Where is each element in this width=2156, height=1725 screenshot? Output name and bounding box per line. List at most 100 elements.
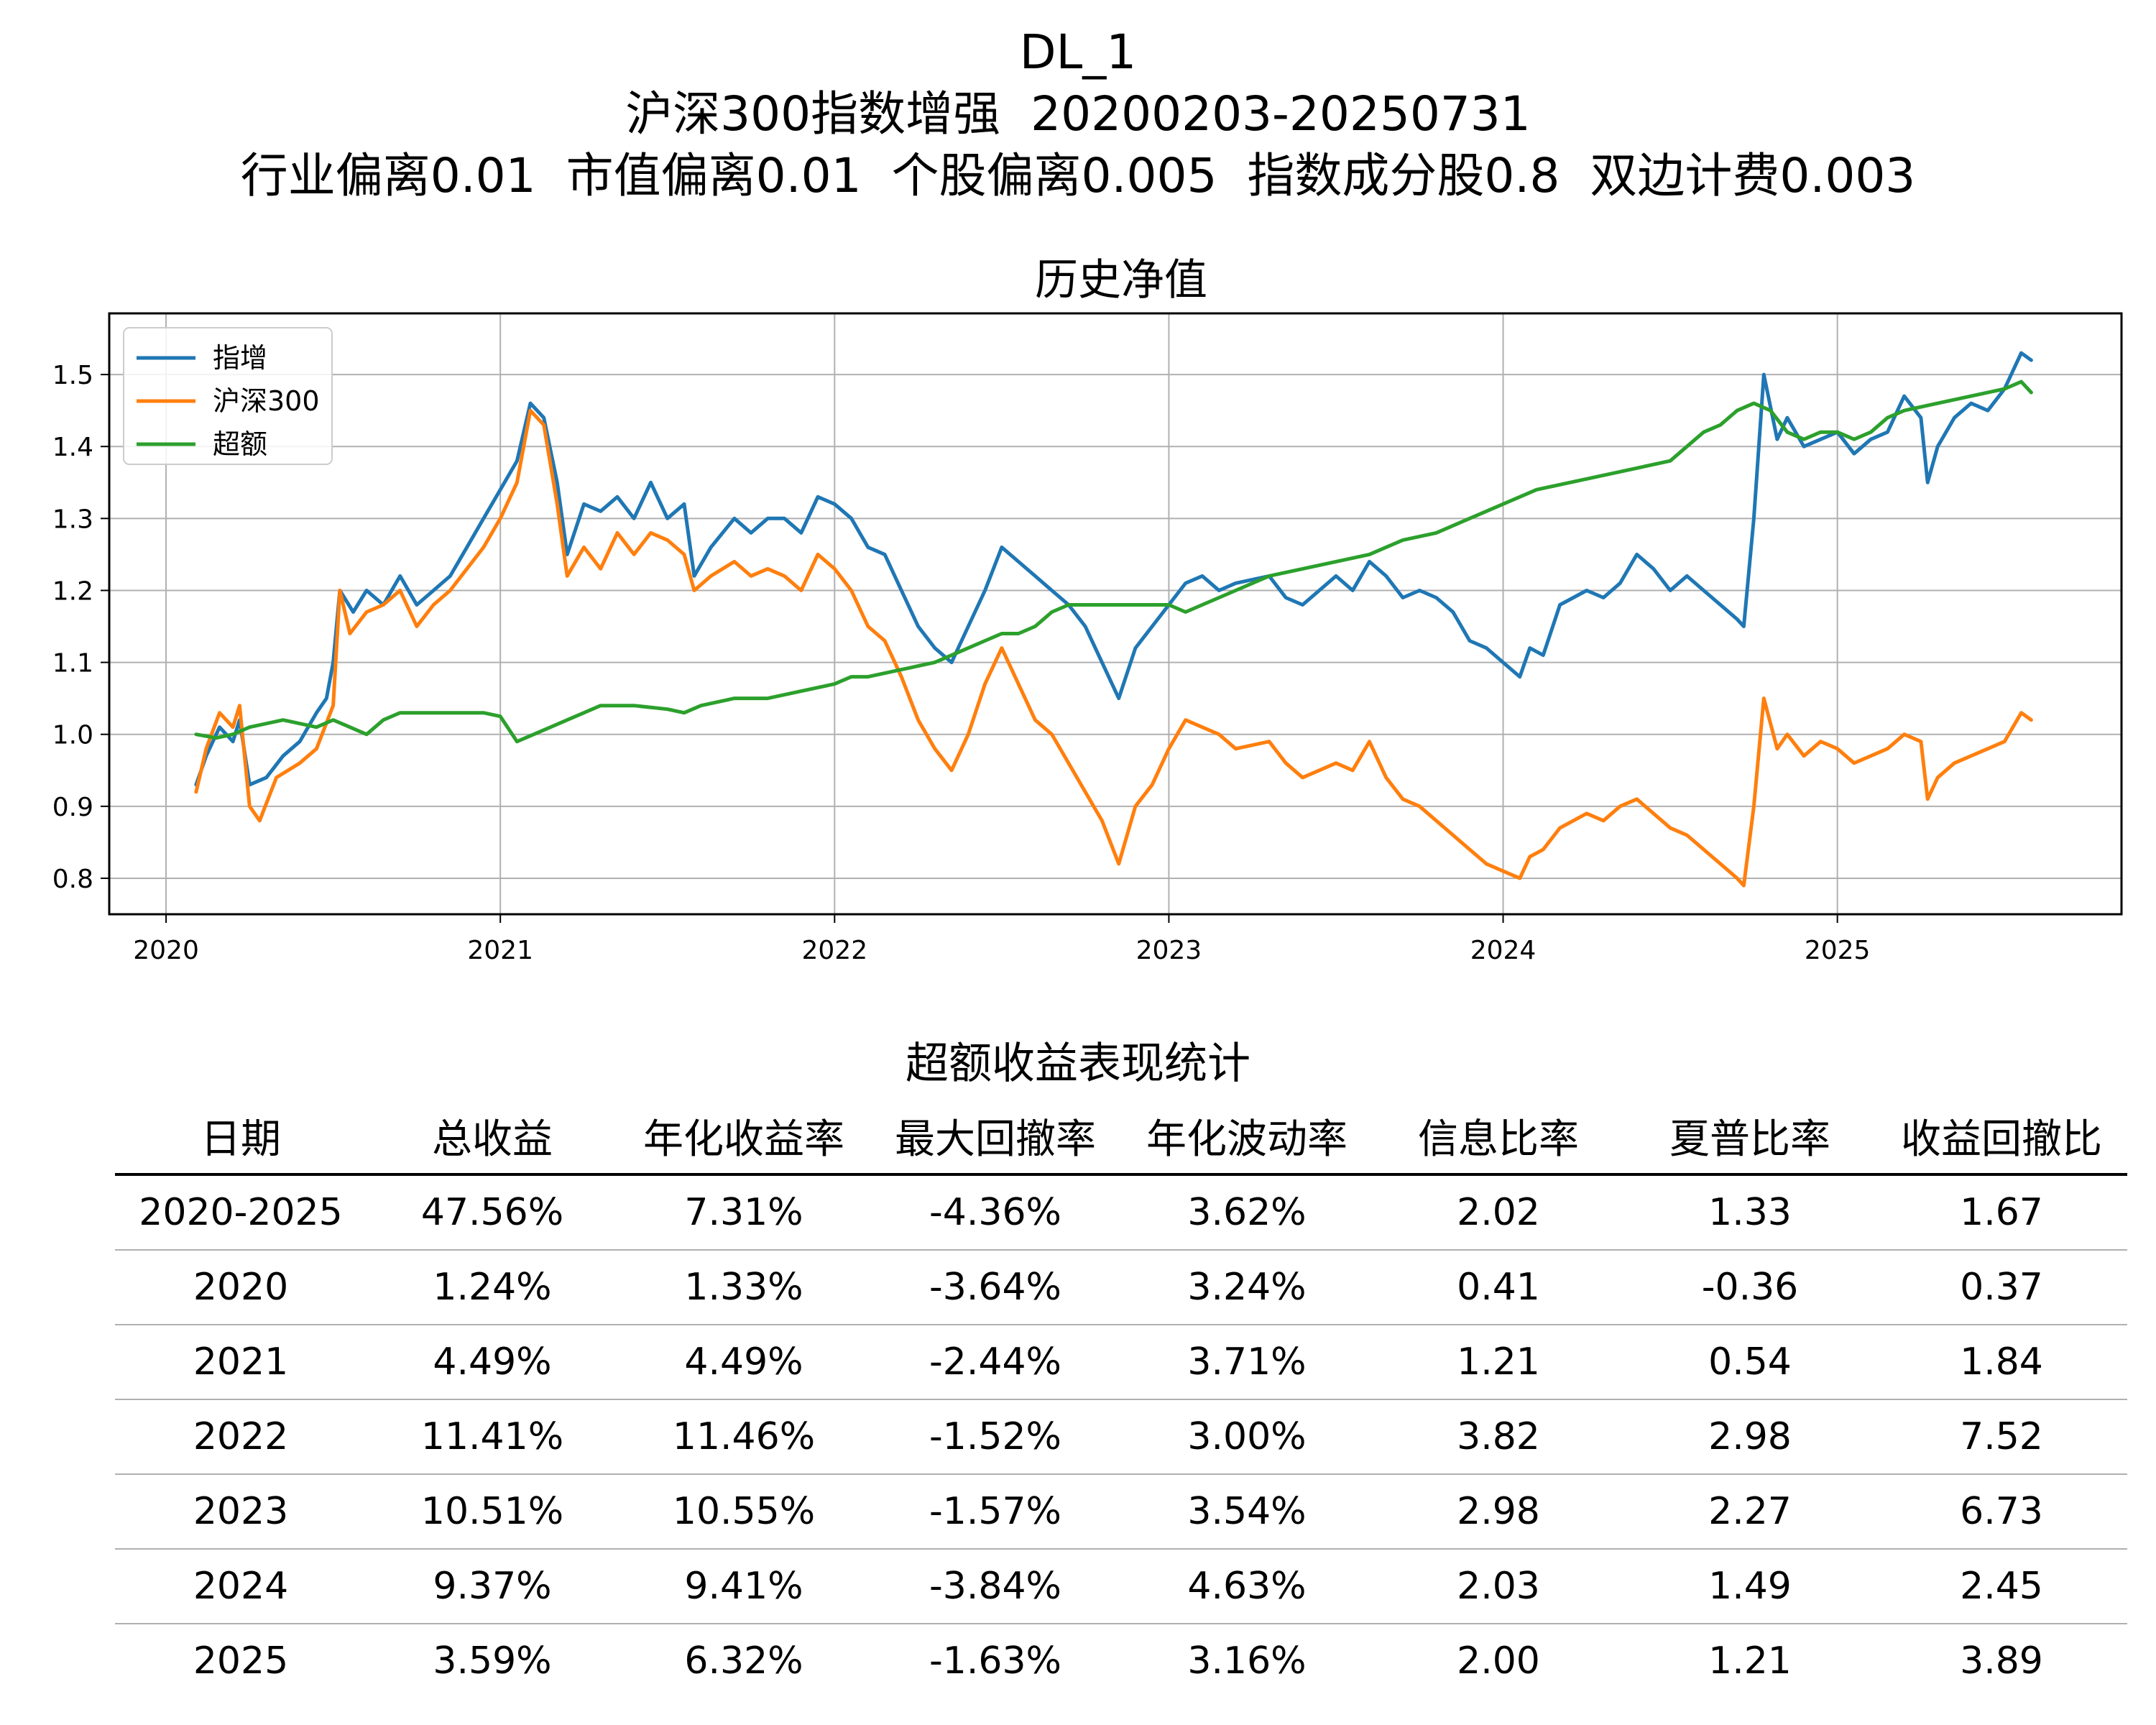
table-cell: 2021	[115, 1325, 367, 1400]
table-row: 2025 3.59% 6.32% -1.63% 3.16% 2.00 1.21 3.89	[115, 1624, 2127, 1698]
x-tick-label: 2025	[1805, 936, 1871, 965]
table-cell: 1.24%	[367, 1250, 618, 1325]
table-cell: -0.36	[1624, 1250, 1876, 1325]
table-row: 2020-2025 47.56% 7.31% -4.36% 3.62% 2.02 1.33 1…	[115, 1174, 2127, 1251]
table-cell: 1.21	[1708, 1639, 1792, 1683]
table-cell: 6.73	[1876, 1474, 2127, 1550]
figure-subtitle: 沪深300指数增强 20200203-20250731	[625, 86, 1531, 142]
x-tick-label: 2021	[467, 936, 533, 965]
table-row: 2023 10.51% 10.55% -1.57% 3.54% 2.98 2.27 6.73	[115, 1474, 2127, 1550]
table-cell: 1.33%	[618, 1250, 870, 1325]
table-cell: 3.16%	[1187, 1639, 1307, 1683]
table-cell: 3.54%	[1121, 1474, 1373, 1550]
table-cell: 9.37%	[367, 1549, 618, 1624]
figure-title-block: DL_1 沪深300指数增强 20200203-20250731 行业偏离0.0…	[0, 22, 2156, 207]
y-tick-label: 1.3	[52, 505, 93, 534]
table-row: 2021 4.49% 4.49% -2.44% 3.71% 1.21 0.54 1.84	[115, 1325, 2127, 1400]
table-cell: 4.49%	[367, 1325, 618, 1400]
table-cell: 2022	[115, 1399, 367, 1475]
table-cell: -1.57%	[870, 1474, 1121, 1550]
table-cell: 2020	[115, 1250, 367, 1325]
table-cell: 3.59%	[433, 1639, 552, 1683]
table-cell: 3.62%	[1121, 1174, 1373, 1251]
table-cell: 2.27	[1624, 1474, 1876, 1550]
stats-header-cell: 日期	[115, 1098, 367, 1176]
y-tick-label: 0.9	[52, 793, 93, 822]
table-cell: 1.67	[1876, 1174, 2127, 1251]
stats-header-cell: 信息比率	[1373, 1098, 1624, 1176]
plot-frame	[108, 312, 2123, 916]
stats-header-cell: 最大回撤率	[870, 1098, 1121, 1176]
table-cell: 4.63%	[1121, 1549, 1373, 1624]
table-cell: 2.98	[1373, 1474, 1624, 1550]
table-cell: 1.49	[1624, 1549, 1876, 1624]
nav-line-chart: 历史净值 2020 2021 2022 2023 2024 2025 0.8 0.9 1.0 1…	[52, 255, 2123, 965]
table-cell: -2.44%	[870, 1325, 1121, 1400]
table-cell: 3.71%	[1121, 1325, 1373, 1400]
table-cell: -1.52%	[870, 1399, 1121, 1475]
table-cell: 6.32%	[684, 1639, 803, 1683]
chart-title: 历史净值	[1035, 255, 1207, 305]
legend-box	[123, 327, 333, 465]
table-cell: 2024	[115, 1549, 367, 1624]
series-line-0	[194, 351, 2033, 787]
table-cell: 1.21	[1373, 1325, 1624, 1400]
y-tick-label: 1.4	[52, 433, 93, 462]
x-tick-label: 2023	[1136, 936, 1202, 965]
table-cell: 0.41	[1373, 1250, 1624, 1325]
table-cell: 2.00	[1457, 1639, 1540, 1683]
figure-params: 行业偏离0.01 市值偏离0.01 个股偏离0.005 指数成分股0.8 双边计…	[240, 148, 1916, 203]
chart-grid	[109, 313, 2122, 914]
table-cell: 11.41%	[367, 1399, 618, 1475]
table-cell: 7.31%	[618, 1174, 870, 1251]
chart-series	[194, 351, 2033, 888]
table-cell: 4.49%	[618, 1325, 870, 1400]
table-cell: 10.51%	[367, 1474, 618, 1550]
table-cell: 2.03	[1373, 1549, 1624, 1624]
table-cell: -1.63%	[929, 1639, 1061, 1683]
x-tick-label: 2024	[1470, 936, 1537, 965]
x-tick-label: 2022	[801, 936, 867, 965]
table-cell: 1.84	[1876, 1325, 2127, 1400]
table-cell: 47.56%	[367, 1174, 618, 1251]
table-cell: 3.24%	[1121, 1250, 1373, 1325]
legend-label: 沪深300	[213, 385, 320, 417]
table-row: 2022 11.41% 11.46% -1.52% 3.00% 3.82 2.98 7.52	[115, 1399, 2127, 1475]
y-tick-label: 0.8	[52, 865, 93, 894]
stats-header-cell: 总收益	[367, 1098, 618, 1176]
table-cell: 2023	[115, 1474, 367, 1550]
table-cell: -4.36%	[870, 1174, 1121, 1251]
table-cell: 2.45	[1876, 1549, 2127, 1624]
stats-header-row: 日期 总收益 年化收益率 最大回撤率 年化波动率 信息比率 夏普比率 收益回撤比	[115, 1098, 2127, 1176]
table-cell: 3.00%	[1121, 1399, 1373, 1475]
x-tick-label: 2020	[133, 936, 199, 965]
table-row: 2020 1.24% 1.33% -3.64% 3.24% 0.41 -0.36 0.37	[115, 1250, 2127, 1325]
y-tick-label: 1.1	[52, 649, 93, 678]
y-tick-label: 1.5	[52, 361, 93, 390]
table-cell: -3.84%	[870, 1549, 1121, 1624]
series-line-1	[194, 408, 2033, 888]
stats-table: 日期 总收益 年化收益率 最大回撤率 年化波动率 信息比率 夏普比率 收益回撤比 2020-2…	[115, 1098, 2127, 1698]
series-line-2	[194, 380, 2033, 744]
table-cell: 2025	[193, 1639, 289, 1683]
table-cell: -3.64%	[870, 1250, 1121, 1325]
table-cell: 3.82	[1373, 1399, 1624, 1475]
y-axis: 0.8 0.9 1.0 1.1 1.2 1.3 1.4 1.5	[52, 361, 109, 894]
table-cell: 0.37	[1876, 1250, 2127, 1325]
x-axis: 2020 2021 2022 2023 2024 2025	[133, 914, 1870, 965]
table-cell: 7.52	[1876, 1399, 2127, 1475]
stats-header-cell: 年化收益率	[618, 1098, 870, 1176]
table-cell: 3.89	[1960, 1639, 2043, 1683]
table-cell: 11.46%	[618, 1399, 870, 1475]
stats-title: 超额收益表现统计	[906, 1039, 1250, 1089]
table-cell: 2020-2025	[115, 1174, 367, 1251]
table-cell: 9.41%	[618, 1549, 870, 1624]
table-cell: 2.98	[1624, 1399, 1876, 1475]
y-tick-label: 1.0	[52, 721, 93, 750]
stats-header-cell: 收益回撤比	[1876, 1098, 2127, 1176]
legend-label: 指增	[213, 342, 267, 374]
table-cell: 2.02	[1373, 1174, 1624, 1251]
stats-header-cell: 年化波动率	[1121, 1098, 1373, 1176]
y-tick-label: 1.2	[52, 576, 93, 606]
